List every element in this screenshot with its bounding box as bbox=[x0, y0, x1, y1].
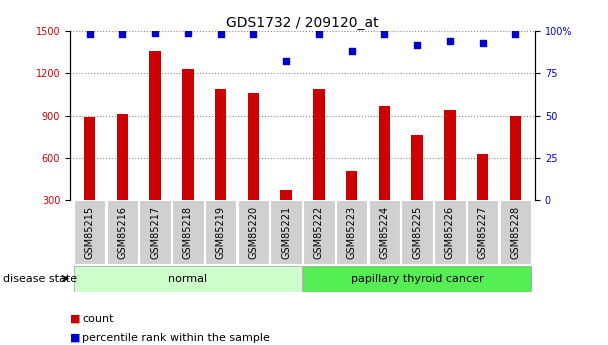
Text: GSM85226: GSM85226 bbox=[445, 206, 455, 258]
Text: GSM85218: GSM85218 bbox=[183, 206, 193, 258]
Point bbox=[379, 32, 389, 37]
Bar bbox=[379, 106, 390, 200]
Bar bbox=[106, 200, 138, 264]
Point bbox=[183, 30, 193, 36]
Bar bbox=[336, 200, 367, 264]
Text: GSM85224: GSM85224 bbox=[379, 206, 389, 258]
Bar bbox=[401, 200, 433, 264]
Bar bbox=[510, 116, 521, 200]
Bar bbox=[74, 200, 105, 264]
Bar bbox=[247, 93, 259, 200]
Bar bbox=[303, 200, 334, 264]
Bar bbox=[444, 110, 455, 200]
Bar bbox=[313, 89, 325, 200]
Point bbox=[249, 32, 258, 37]
Title: GDS1732 / 209120_at: GDS1732 / 209120_at bbox=[226, 16, 379, 30]
Bar bbox=[477, 154, 488, 200]
Point bbox=[282, 59, 291, 64]
Bar bbox=[271, 200, 302, 264]
Text: GSM85227: GSM85227 bbox=[478, 205, 488, 259]
Bar bbox=[412, 135, 423, 200]
Bar bbox=[172, 200, 204, 264]
Bar bbox=[150, 51, 161, 200]
Text: percentile rank within the sample: percentile rank within the sample bbox=[82, 333, 270, 343]
Bar bbox=[117, 114, 128, 200]
Bar bbox=[84, 117, 95, 200]
Bar bbox=[434, 200, 466, 264]
Text: ■: ■ bbox=[70, 333, 80, 343]
Bar bbox=[500, 200, 531, 264]
Text: GSM85216: GSM85216 bbox=[117, 206, 127, 258]
Point bbox=[412, 42, 422, 47]
Point bbox=[445, 38, 455, 44]
Point bbox=[478, 40, 488, 46]
Text: GSM85215: GSM85215 bbox=[85, 206, 95, 258]
Text: GSM85220: GSM85220 bbox=[248, 206, 258, 258]
Text: normal: normal bbox=[168, 274, 207, 284]
Text: GSM85217: GSM85217 bbox=[150, 206, 160, 258]
Text: papillary thyroid cancer: papillary thyroid cancer bbox=[351, 274, 483, 284]
Point bbox=[150, 30, 160, 36]
Bar bbox=[182, 69, 193, 200]
Point bbox=[117, 32, 127, 37]
Text: GSM85219: GSM85219 bbox=[216, 206, 226, 258]
Bar bbox=[205, 200, 237, 264]
Text: GSM85221: GSM85221 bbox=[281, 206, 291, 258]
Bar bbox=[74, 266, 302, 292]
Point bbox=[85, 32, 94, 37]
Bar bbox=[215, 89, 226, 200]
Bar bbox=[238, 200, 269, 264]
Text: GSM85228: GSM85228 bbox=[510, 206, 520, 258]
Point bbox=[511, 32, 520, 37]
Text: ■: ■ bbox=[70, 314, 80, 324]
Point bbox=[347, 49, 356, 54]
Text: disease state: disease state bbox=[3, 274, 77, 284]
Point bbox=[216, 32, 226, 37]
Point bbox=[314, 32, 323, 37]
Bar bbox=[346, 170, 358, 200]
Text: count: count bbox=[82, 314, 114, 324]
Bar bbox=[280, 190, 292, 200]
Text: GSM85223: GSM85223 bbox=[347, 206, 357, 258]
Bar bbox=[303, 266, 531, 292]
Text: GSM85225: GSM85225 bbox=[412, 205, 422, 259]
Bar bbox=[368, 200, 400, 264]
Bar bbox=[139, 200, 171, 264]
Text: GSM85222: GSM85222 bbox=[314, 205, 324, 259]
Bar bbox=[467, 200, 499, 264]
